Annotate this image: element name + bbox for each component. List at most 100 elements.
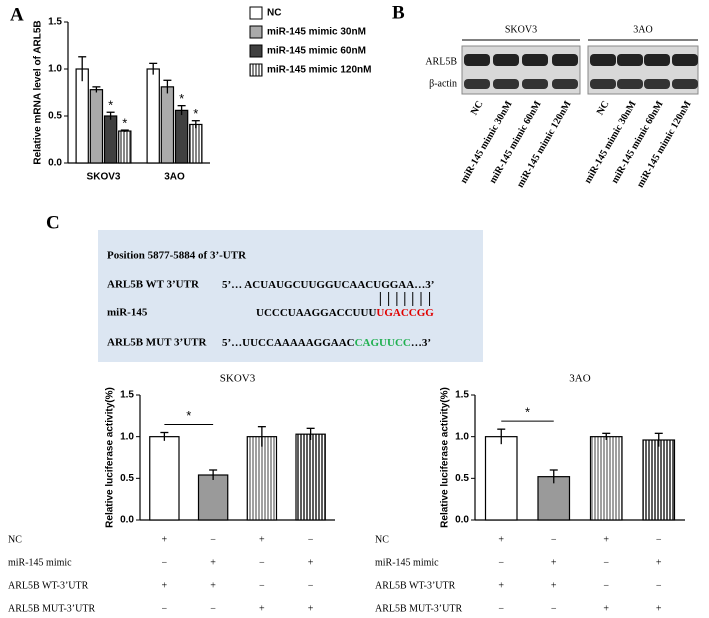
blot-band xyxy=(617,54,643,66)
panel-label: C xyxy=(46,212,60,233)
treatment-sign: − xyxy=(259,557,265,568)
y-tick-label: 0.5 xyxy=(120,473,134,484)
bar xyxy=(589,436,623,521)
y-tick-label: 1.0 xyxy=(120,431,134,442)
sequence: 5’… ACUAUGCUUGGUCAACUGGAA…3’ xyxy=(222,279,434,291)
treatment-sign: + xyxy=(551,557,557,568)
treatment-sign: + xyxy=(259,534,265,545)
blot-band xyxy=(590,54,616,66)
bar xyxy=(197,474,229,521)
treatment-sign: + xyxy=(162,534,168,545)
treatment-sign: − xyxy=(210,603,216,614)
blot-lane-label: miR-145 mimic 120nM xyxy=(635,99,694,190)
treatment-sign: + xyxy=(551,580,557,591)
sequence: 5’…UUCCAAAAAGGAACCAGUUCC…3’ xyxy=(222,337,431,349)
bar xyxy=(103,115,118,164)
sequence-title: Position 5877-5884 of 3’-UTR xyxy=(107,250,247,262)
treatment-label: NC xyxy=(8,534,22,545)
treatment-sign: − xyxy=(551,534,557,545)
y-tick-label: 0.5 xyxy=(48,111,62,122)
treatment-sign: − xyxy=(603,580,609,591)
treatment-sign: − xyxy=(210,534,216,545)
treatment-label: ARL5B MUT-3’UTR xyxy=(8,603,95,614)
y-tick-label: 1.5 xyxy=(48,17,62,28)
blot-lane-label: miR-145 mimic 60nM xyxy=(487,99,543,186)
sequence: UCCCUAAGGACCUUUUGACCGG xyxy=(256,307,434,319)
treatment-sign: + xyxy=(656,557,662,568)
blot-band xyxy=(644,54,670,66)
blot-row-label: β-actin xyxy=(429,78,457,89)
y-tick-label: 1.0 xyxy=(48,64,62,75)
blot-lane-label: miR-145 mimic 30nM xyxy=(458,99,514,186)
legend-label: miR-145 mimic 60nM xyxy=(267,46,366,57)
treatment-sign: + xyxy=(603,534,609,545)
bar xyxy=(75,68,89,164)
bar xyxy=(537,476,571,521)
sequence-part: UGACCGG xyxy=(376,307,434,319)
x-tick-label: 3AO xyxy=(164,172,185,183)
blot-band xyxy=(672,79,698,89)
legend-label: miR-145 mimic 30nM xyxy=(267,27,366,38)
blot-band xyxy=(617,79,643,89)
treatment-label: miR-145 mimic xyxy=(375,557,439,568)
blot-band xyxy=(590,79,616,89)
y-tick-label: 0.0 xyxy=(120,515,134,526)
bar xyxy=(295,433,326,521)
bar xyxy=(642,439,676,521)
treatment-sign: − xyxy=(259,580,265,591)
legend-swatch xyxy=(249,25,263,39)
treatment-sign: − xyxy=(656,534,662,545)
treatment-sign: + xyxy=(259,603,265,614)
treatment-sign: + xyxy=(308,557,314,568)
treatment-sign: + xyxy=(162,580,168,591)
blot-band xyxy=(522,79,548,89)
blot-band xyxy=(464,54,490,66)
treatment-sign: + xyxy=(498,580,504,591)
treatment-sign: − xyxy=(656,580,662,591)
treatment-sign: − xyxy=(498,557,504,568)
treatment-sign: − xyxy=(551,603,557,614)
legend-label: miR-145 mimic 120nM xyxy=(267,65,372,76)
blot-lane-label: NC xyxy=(595,99,612,117)
treatment-label: ARL5B MUT-3’UTR xyxy=(375,603,462,614)
y-axis-label: Relative luciferase activity(%) xyxy=(105,387,116,528)
y-tick-label: 1.5 xyxy=(455,390,469,401)
chart-title: 3AO xyxy=(569,373,590,385)
treatment-label: NC xyxy=(375,534,389,545)
blot-row-label: ARL5B xyxy=(425,56,457,67)
panel-label: A xyxy=(10,4,24,25)
sequence-label: ARL5B WT 3’UTR xyxy=(107,279,200,291)
y-tick-label: 0.0 xyxy=(455,515,469,526)
treatment-label: miR-145 mimic xyxy=(8,557,72,568)
x-tick-label: SKOV3 xyxy=(87,172,121,183)
sequence-box xyxy=(98,230,483,362)
significance-mark: * xyxy=(108,98,113,113)
significance-mark: * xyxy=(525,405,530,420)
y-tick-label: 0.0 xyxy=(48,158,62,169)
bar xyxy=(118,130,132,164)
blot-band xyxy=(552,79,578,89)
blot-band xyxy=(672,54,698,66)
sequence-part: 5’…UUCCAAAAAGGAAC xyxy=(222,337,355,349)
y-tick-label: 0.5 xyxy=(455,473,469,484)
treatment-sign: − xyxy=(603,557,609,568)
treatment-sign: + xyxy=(210,557,216,568)
y-axis-label: Relative luciferase activity(%) xyxy=(440,387,451,528)
legend-label: NC xyxy=(267,8,281,19)
blot-band xyxy=(522,54,548,66)
treatment-sign: + xyxy=(308,603,314,614)
significance-mark: * xyxy=(193,106,198,121)
treatment-label: ARL5B WT-3’UTR xyxy=(375,580,456,591)
y-tick-label: 1.5 xyxy=(120,390,134,401)
sequence-part: CAGUUCC xyxy=(355,337,411,349)
blot-lane-label: miR-145 mimic 120nM xyxy=(515,99,574,190)
sequence-part: 5’… ACUAUGCUUGGUCAACUGGAA…3’ xyxy=(222,279,434,291)
blot-band xyxy=(552,54,578,66)
blot-lane-label: NC xyxy=(469,99,486,117)
blot-band xyxy=(493,54,519,66)
bar xyxy=(484,436,518,521)
significance-mark: * xyxy=(186,408,191,423)
bar xyxy=(189,123,203,164)
